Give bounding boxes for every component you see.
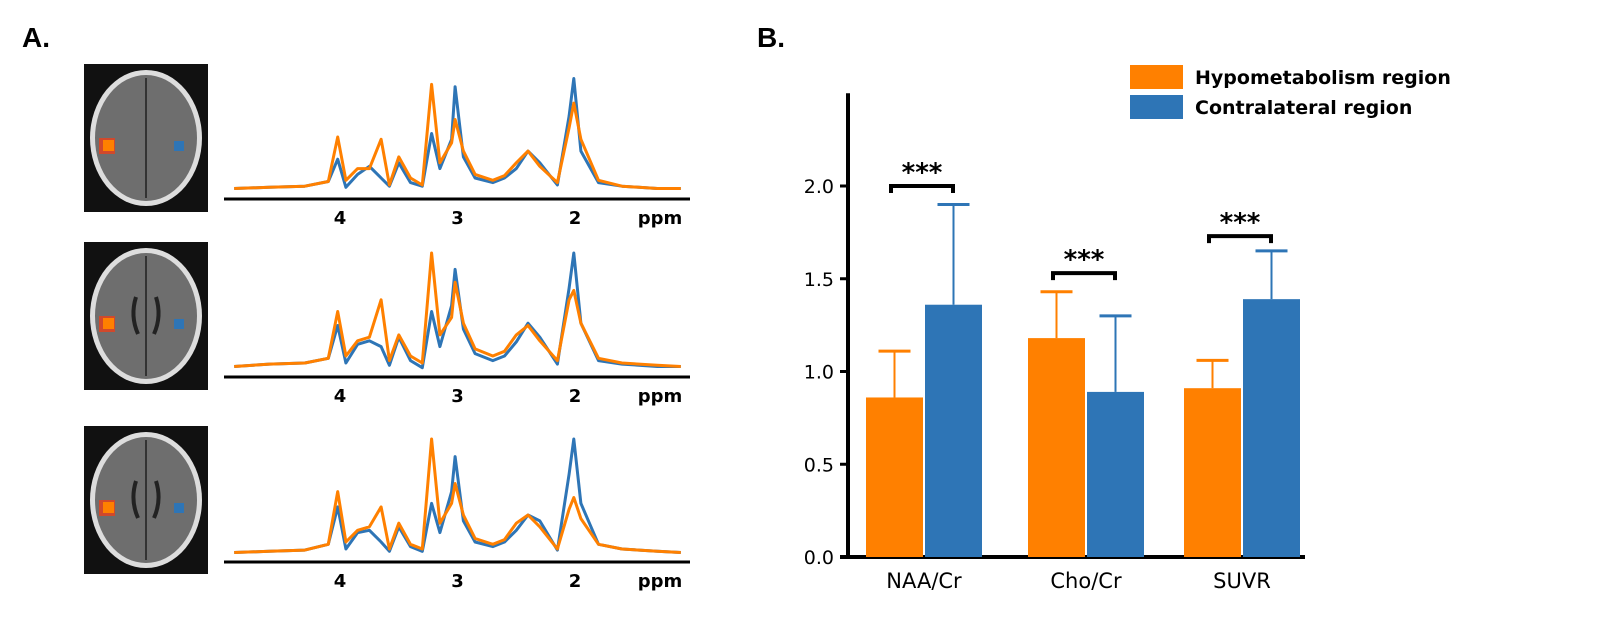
spectrum-x-tick-label: 3 — [451, 386, 464, 407]
ventricles — [131, 296, 161, 335]
contralateral-spectrum-line — [234, 251, 681, 370]
bar-hypometabolism — [1184, 388, 1241, 557]
spectrum-x-tick-label: 4 — [334, 571, 347, 592]
spectrum-x-tick-label: 4 — [334, 386, 347, 407]
x-category-label: Cho/Cr — [1050, 569, 1122, 593]
contralateral-voxel — [174, 141, 184, 151]
significance-bracket — [889, 184, 955, 193]
bar-contralateral — [1243, 299, 1300, 557]
spectrum-x-tick-label: 3 — [451, 208, 464, 229]
y-tick-label: 2.0 — [804, 176, 834, 198]
significance-bracket — [1051, 271, 1117, 281]
contralateral-spectrum-line — [234, 437, 681, 554]
hypometabolism-voxel — [103, 318, 114, 329]
y-tick-label: 0.0 — [804, 547, 834, 569]
panel-a-label: A. — [22, 22, 50, 53]
spectrum-x-tick-label: 2 — [569, 386, 582, 407]
panel-b-label: B. — [757, 22, 785, 53]
significance-bracket — [1207, 234, 1273, 244]
legend-label: Hypometabolism region — [1195, 67, 1451, 89]
hypometabolism-spectrum-line — [234, 437, 681, 554]
hypometabolism-voxel — [103, 502, 114, 513]
spectrum-x-axis-label: ppm — [638, 571, 683, 592]
y-tick-label: 0.5 — [804, 454, 834, 476]
significance-stars: *** — [1064, 245, 1105, 275]
spectrum-x-axis-label: ppm — [638, 386, 683, 407]
spectrum-x-tick-label: 4 — [334, 208, 347, 229]
bar-hypometabolism — [866, 397, 923, 557]
spectrum-x-axis-label: ppm — [638, 208, 683, 229]
spectrum-x-tick-label: 3 — [451, 571, 464, 592]
bar-contralateral — [1087, 391, 1144, 557]
legend-swatch-hypometabolism — [1130, 65, 1183, 89]
bar-contralateral — [925, 304, 982, 557]
spectrum-x-tick-label: 2 — [569, 208, 582, 229]
hypometabolism-spectrum-line — [234, 251, 681, 368]
hypometabolism-spectrum-line — [234, 82, 681, 190]
ventricles — [131, 480, 161, 519]
x-category-label: NAA/Cr — [886, 569, 962, 593]
bar-hypometabolism — [1028, 338, 1085, 557]
contralateral-spectrum-line — [234, 77, 681, 190]
contralateral-voxel — [174, 503, 184, 513]
legend-swatch-contralateral — [1130, 95, 1183, 119]
significance-stars: *** — [1220, 208, 1261, 238]
y-tick-label: 1.0 — [804, 362, 834, 384]
significance-stars: *** — [902, 158, 943, 188]
contralateral-voxel — [174, 319, 184, 329]
x-category-label: SUVR — [1213, 569, 1271, 593]
spectrum-x-tick-label: 2 — [569, 571, 582, 592]
y-tick-label: 1.5 — [804, 269, 834, 291]
hypometabolism-voxel — [103, 140, 114, 151]
legend-label: Contralateral region — [1195, 97, 1412, 119]
